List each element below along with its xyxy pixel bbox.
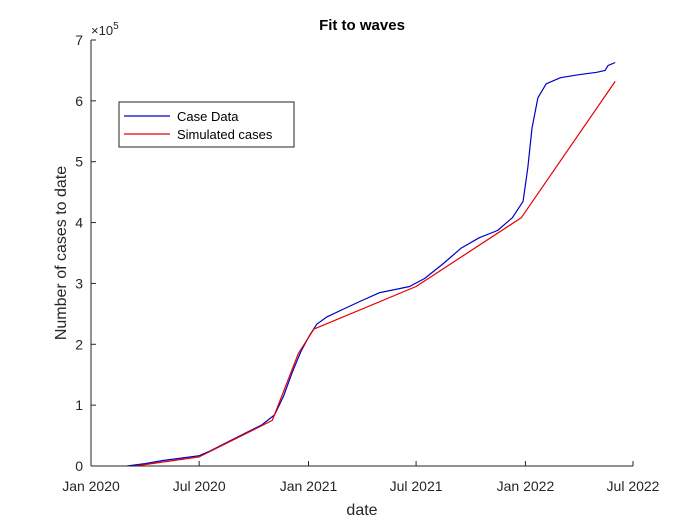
y-axis-label: Number of cases to date: [53, 166, 70, 340]
y-ticks: 0 1 2 3 4 5 6 7: [75, 32, 96, 474]
x-ticks: Jan 2020 Jul 2020 Jan 2021 Jul 2021 Jan 2022…: [62, 461, 660, 494]
y-tick-label: 7: [75, 32, 83, 48]
x-tick-label: Jan 2021: [280, 478, 338, 494]
y-tick-label: 3: [75, 275, 83, 291]
y-tick-label: 1: [75, 397, 83, 413]
x-axis-label: date: [346, 502, 377, 519]
y-tick-label: 0: [75, 458, 83, 474]
y-exponent-base: ×10: [91, 23, 113, 38]
chart-title: Fit to waves: [319, 17, 405, 34]
y-exponent-power: 5: [113, 21, 119, 32]
legend-entry-simulated-cases: Simulated cases: [177, 127, 273, 142]
series-line-simulated-cases: [134, 81, 616, 467]
y-tick-label: 2: [75, 336, 83, 352]
series-group: [126, 61, 616, 467]
x-tick-label: Jul 2020: [173, 478, 226, 494]
x-tick-label: Jan 2022: [497, 478, 555, 494]
axes-group: [90, 40, 633, 467]
y-tick-label: 5: [75, 154, 83, 170]
legend: Case Data Simulated cases: [118, 101, 295, 148]
legend-box: [118, 101, 295, 148]
x-tick-label: Jul 2022: [607, 478, 660, 494]
x-tick-label: Jul 2021: [390, 478, 443, 494]
x-tick-label: Jan 2020: [62, 478, 120, 494]
y-tick-label: 4: [75, 215, 83, 231]
y-exponent-label: ×105: [91, 21, 119, 38]
y-tick-label: 6: [75, 93, 83, 109]
legend-entry-case-data: Case Data: [177, 109, 239, 124]
